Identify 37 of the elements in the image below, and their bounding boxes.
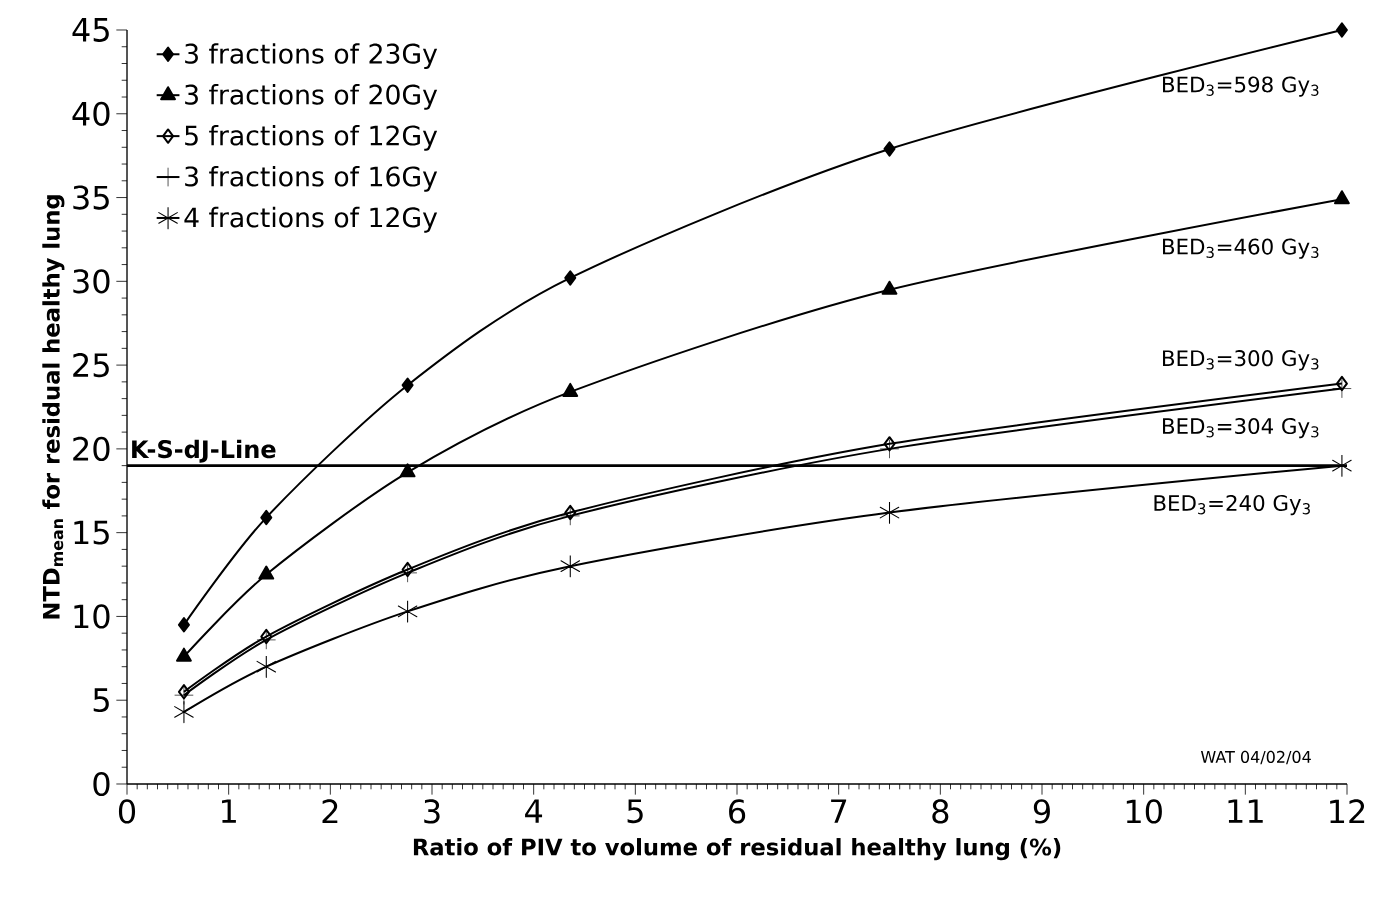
x-tick-label: 9 — [1033, 799, 1050, 824]
y-tick-label: 25 — [73, 352, 109, 378]
y-tick-label: 15 — [74, 520, 109, 545]
x-tick-label: 8 — [932, 799, 949, 824]
legend-label: 5 fractions of 12Gy — [185, 124, 438, 151]
y-axis-title: NTD$_{mean}$ for residual healthy lung — [42, 195, 65, 619]
legend-label: 3 fractions of 16Gy — [185, 165, 438, 192]
x-tick-label: 6 — [729, 799, 746, 824]
y-tick-label: 30 — [73, 269, 110, 294]
y-tick-label: 5 — [93, 688, 109, 713]
x-tick-label: 11 — [1228, 799, 1263, 823]
annotation: WAT 04/02/04 — [1200, 750, 1311, 765]
x-tick-label: 0 — [118, 799, 136, 824]
x-tick-label: 10 — [1126, 799, 1162, 824]
y-tick-label: 0 — [93, 771, 110, 797]
annotation: BED$_{3}$=304 Gy$_{3}$ — [1163, 417, 1319, 439]
y-tick-label: 10 — [74, 604, 110, 629]
legend-label: 3 fractions of 23Gy — [185, 43, 438, 69]
x-tick-label: 1 — [222, 799, 236, 823]
annotation: BED$_{3}$=300 Gy$_{3}$ — [1163, 350, 1319, 371]
y-tick-label: 35 — [73, 185, 109, 210]
x-tick-label: 12 — [1330, 799, 1365, 824]
x-tick-label: 4 — [525, 799, 543, 823]
y-tick-label: 20 — [73, 436, 110, 461]
y-tick-label: 40 — [72, 101, 110, 126]
legend-label: 3 fractions of 20Gy — [185, 84, 438, 110]
x-tick-label: 5 — [627, 799, 643, 824]
ref-line-label: K-S-dJ-Line — [132, 439, 276, 463]
x-tick-label: 2 — [322, 799, 338, 824]
legend-label: 4 fractions of 12Gy — [184, 206, 438, 233]
y-tick-label: 45 — [72, 18, 109, 42]
x-tick-label: 3 — [424, 799, 440, 824]
annotation: BED$_{3}$=240 Gy$_{3}$ — [1154, 494, 1310, 516]
annotation: BED$_{3}$=598 Gy$_{3}$ — [1163, 76, 1319, 97]
annotation: BED$_{3}$=460 Gy$_{3}$ — [1163, 238, 1319, 259]
x-tick-label: 7 — [831, 799, 847, 823]
x-axis-title: Ratio of PIV to volume of residual healthy lung (%) — [413, 838, 1061, 861]
